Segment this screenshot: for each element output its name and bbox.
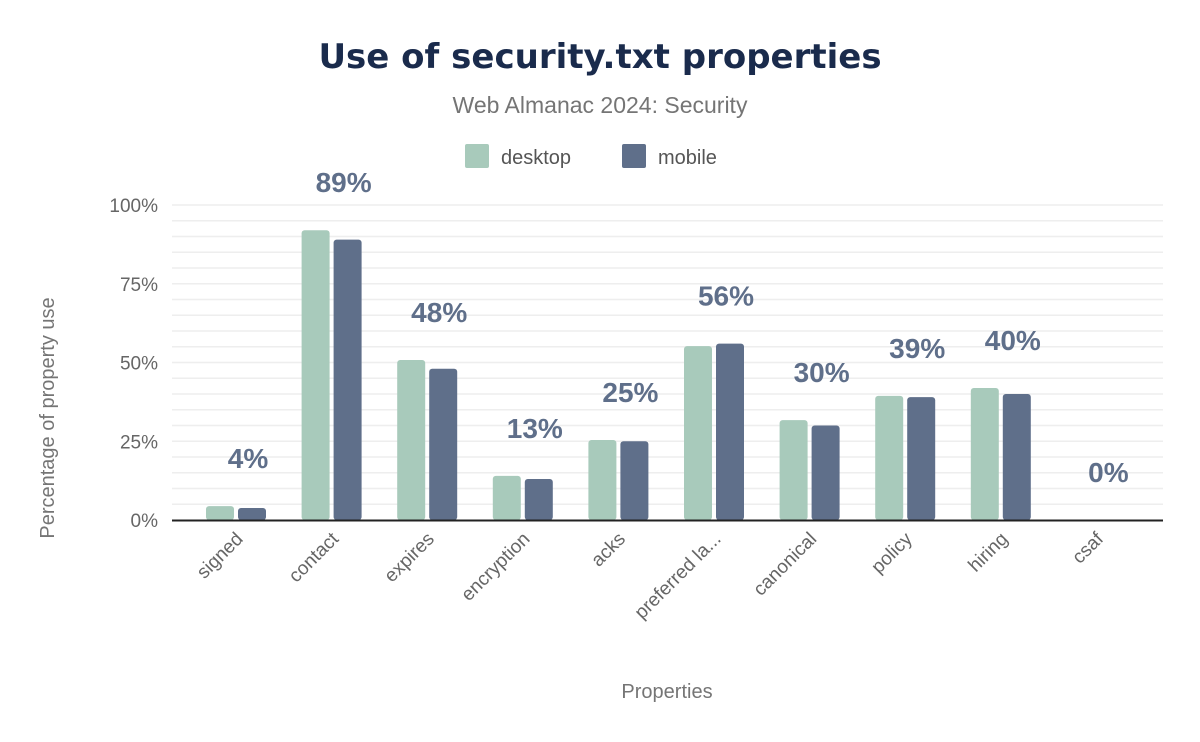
x-tick-label: policy (868, 528, 918, 578)
bar-desktop-signed (206, 506, 234, 520)
data-label: 48% (411, 297, 467, 328)
data-label: 56% (698, 281, 754, 312)
bar-mobile-signed (238, 508, 266, 520)
bar-desktop-encryption (492, 475, 521, 520)
chart-subtitle: Web Almanac 2024: Security (453, 92, 748, 118)
data-label: 89% (316, 167, 372, 198)
bar-desktop-hiring (970, 388, 999, 520)
legend-swatch-desktop (465, 144, 489, 168)
bar-mobile-hiring (1002, 394, 1031, 520)
legend-label-desktop: desktop (501, 147, 571, 169)
legend-swatch-mobile (622, 144, 646, 168)
x-axis-ticks: signed contact expires encryption acks prefer… (193, 528, 1108, 623)
data-label: 0% (1088, 457, 1129, 488)
data-labels: 4% 89% 48% 13% 25% 56% 30% 39% 40% 0% (228, 167, 1129, 488)
x-axis-label: Properties (621, 681, 712, 703)
data-label: 40% (985, 325, 1041, 356)
x-tick-label: contact (285, 528, 344, 587)
bar-desktop-canonical (779, 420, 808, 520)
x-tick-label: hiring (965, 529, 1013, 577)
y-tick-label: 100% (109, 196, 158, 217)
bar-mobile-encryption (524, 479, 553, 520)
bar-desktop-contact (301, 230, 330, 520)
data-label: 39% (889, 333, 945, 364)
bar-mobile-canonical (811, 425, 840, 520)
data-label: 4% (228, 443, 269, 474)
legend: desktop mobile (465, 144, 717, 169)
y-axis-label: Percentage of property use (37, 297, 59, 538)
bar-mobile-preferredla (716, 343, 744, 520)
data-label: 13% (507, 413, 563, 444)
x-tick-label: csaf (1068, 528, 1108, 568)
y-axis-ticks: 0% 25% 50% 75% 100% (109, 196, 158, 532)
bar-desktop-policy (875, 395, 904, 520)
bar-desktop-acks (588, 439, 617, 520)
y-tick-label: 0% (131, 511, 159, 532)
bar-mobile-contact (333, 239, 362, 520)
y-tick-label: 25% (120, 432, 158, 453)
data-label: 25% (602, 377, 658, 408)
bar-mobile-policy (907, 397, 936, 520)
x-tick-label: preferred la... (631, 529, 726, 624)
legend-label-mobile: mobile (658, 147, 717, 169)
bars (206, 230, 1031, 520)
bar-mobile-expires (429, 368, 458, 520)
bar-mobile-acks (620, 441, 649, 520)
y-tick-label: 50% (120, 354, 158, 375)
chart-title: Use of security.txt properties (318, 37, 881, 77)
x-tick-label: signed (193, 529, 247, 583)
x-tick-label: acks (587, 529, 629, 571)
y-tick-label: 75% (120, 275, 158, 296)
x-tick-label: expires (381, 529, 439, 587)
data-label: 30% (794, 357, 850, 388)
bar-desktop-preferredla (684, 346, 712, 520)
x-tick-label: encryption (457, 529, 534, 606)
bar-desktop-expires (397, 359, 426, 520)
x-tick-label: canonical (750, 529, 822, 601)
